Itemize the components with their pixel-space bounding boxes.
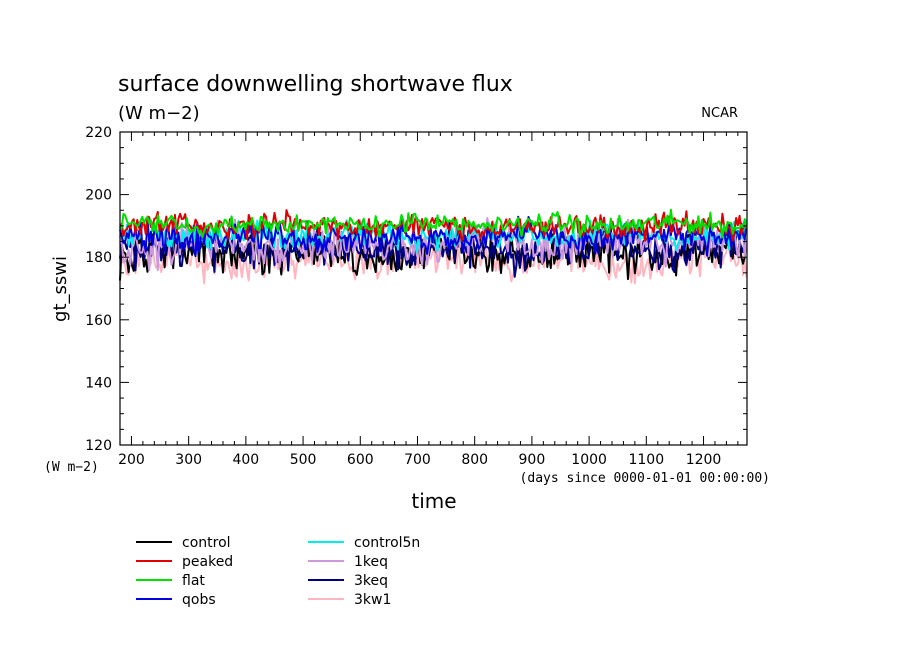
- y-tick-label: 200: [85, 188, 112, 204]
- x-tick-label: 300: [175, 452, 202, 468]
- legend-label-1keq: 1keq: [354, 554, 388, 570]
- x-axis-label: time: [411, 489, 456, 513]
- legend-label-peaked: peaked: [182, 554, 233, 570]
- x-tick-label: 200: [118, 452, 145, 468]
- y-tick-label: 140: [85, 375, 112, 391]
- legend-label-control: control: [182, 535, 231, 551]
- chart-credit: NCAR: [701, 106, 738, 121]
- legend-label-3kw1: 3kw1: [354, 592, 391, 608]
- x-tick-label: 1000: [571, 452, 607, 468]
- chart-title: surface downwelling shortwave flux: [118, 72, 513, 97]
- series-line-peaked: [119, 209, 748, 243]
- x-tick-label: 1200: [686, 452, 722, 468]
- y-axis-label: gt_sswi: [50, 256, 71, 322]
- x-tick-label: 400: [232, 452, 259, 468]
- x-tick-label: 700: [404, 452, 431, 468]
- x-axis-units: (days since 0000-01-01 00:00:00): [520, 471, 770, 486]
- y-tick-label: 160: [85, 313, 112, 329]
- series-line-qobs: [119, 215, 748, 257]
- x-tick-label: 600: [347, 452, 374, 468]
- x-tick-label: 800: [461, 452, 488, 468]
- chart-subtitle: (W m−2): [118, 103, 200, 124]
- legend-label-control5n: control5n: [354, 535, 420, 551]
- plot-frame: [119, 131, 748, 446]
- y-tick-label: 180: [85, 250, 112, 266]
- y-axis-units: (W m−2): [44, 460, 99, 475]
- y-tick-label: 120: [85, 438, 112, 454]
- axis-ticks: 200 300 400 500 600 700 800 900 1000 1100 1200 120 1…: [85, 125, 747, 468]
- x-tick-label: 500: [290, 452, 317, 468]
- legend-label-3keq: 3keq: [354, 573, 388, 589]
- legend: control peaked flat qobs control5n 1keq 3keq 3k…: [136, 535, 420, 608]
- legend-label-flat: flat: [182, 573, 205, 589]
- x-tick-label: 900: [519, 452, 546, 468]
- y-tick-label: 220: [85, 125, 112, 141]
- series-line-flat: [119, 208, 748, 239]
- legend-label-qobs: qobs: [182, 592, 216, 608]
- plot-series-group: [119, 208, 748, 285]
- x-tick-label: 1100: [628, 452, 664, 468]
